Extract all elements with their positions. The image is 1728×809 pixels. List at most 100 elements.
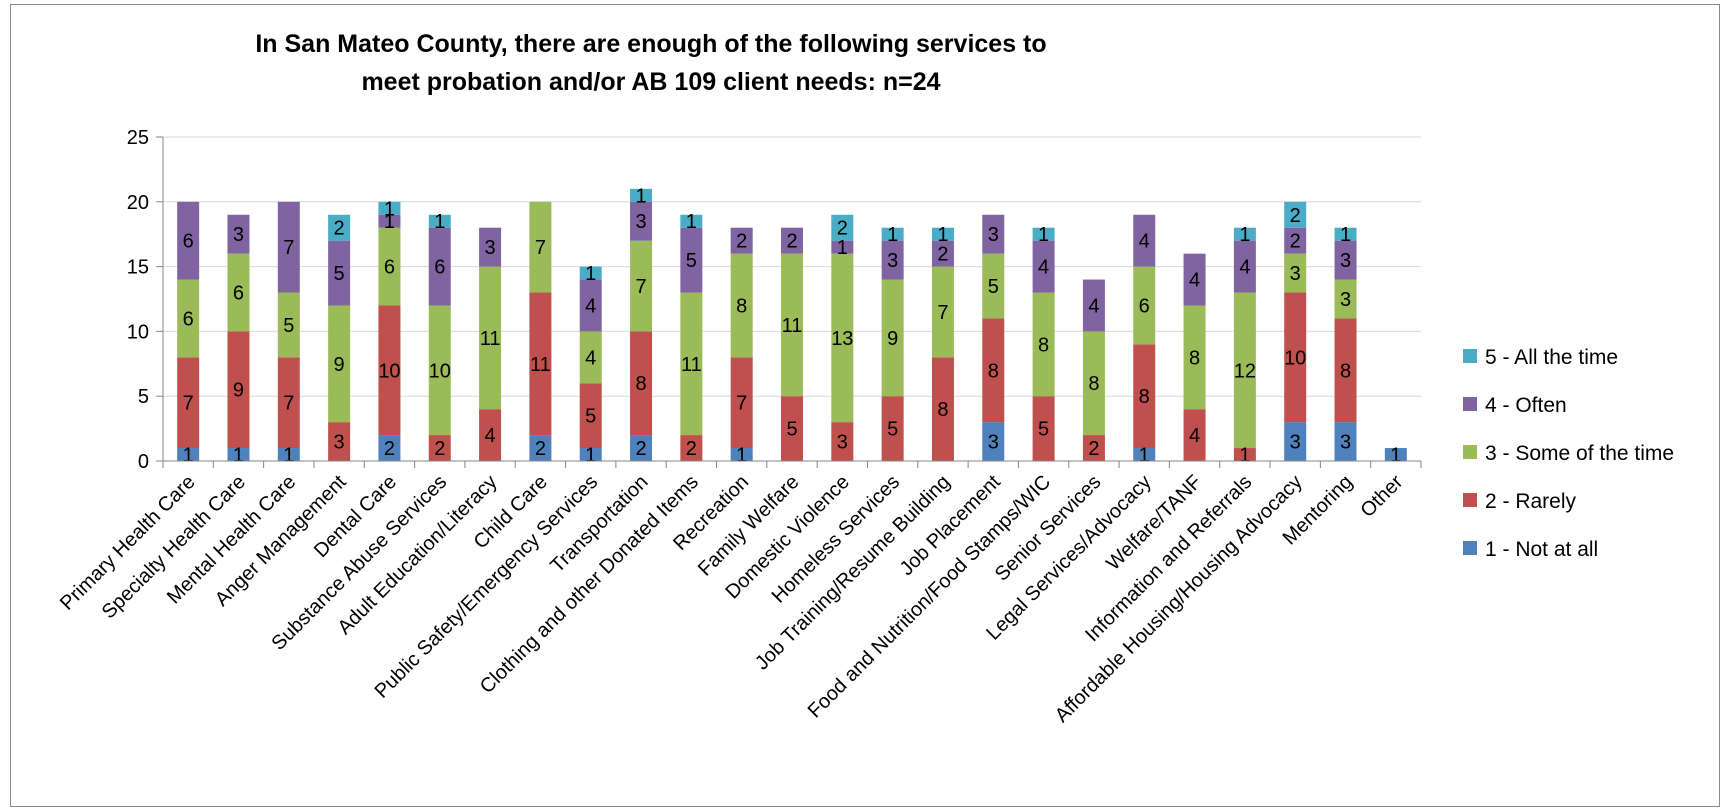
legend-swatch	[1463, 493, 1477, 507]
bar-segment	[1233, 240, 1256, 293]
bar-segment	[931, 357, 954, 461]
data-label: 2	[736, 231, 747, 253]
data-label: 3	[1290, 263, 1301, 285]
bar-segment	[630, 240, 653, 332]
legend-swatch	[1463, 445, 1477, 459]
legend-label: 2 - Rarely	[1485, 490, 1577, 513]
data-label: 11	[530, 354, 551, 376]
bar-segment	[1334, 227, 1357, 241]
data-label: 2	[334, 218, 345, 240]
data-label: 1	[233, 445, 244, 467]
bar-segment	[579, 279, 602, 332]
bar-segment	[1183, 253, 1206, 306]
bar-segment	[982, 318, 1005, 423]
y-axis-ticks: 0 5 10 15 20 25	[127, 127, 163, 473]
y-tick-label: 20	[127, 192, 149, 214]
data-label: 2	[434, 438, 445, 460]
bar-segment	[1082, 331, 1105, 436]
bar-segment	[177, 448, 200, 461]
legend-label: 3 - Some of the time	[1485, 442, 1674, 465]
data-label: 1	[434, 211, 445, 233]
data-label: 2	[837, 218, 848, 240]
data-label: 3	[1340, 250, 1351, 272]
data-label: 3	[988, 224, 999, 246]
bar-segment	[730, 357, 753, 449]
bar-segment	[1284, 292, 1307, 423]
bar-segment	[1183, 305, 1206, 410]
bar-segment	[630, 331, 653, 436]
bar-segment	[982, 253, 1005, 319]
legend-swatch	[1463, 397, 1477, 411]
axes	[162, 137, 1422, 468]
bar-segment	[982, 422, 1005, 461]
bar-segment	[1284, 253, 1307, 293]
bar-segment	[328, 214, 351, 241]
data-label: 1	[635, 185, 646, 207]
bar-segment	[529, 435, 552, 461]
data-label: 6	[1139, 295, 1150, 317]
data-label: 1	[887, 224, 898, 246]
data-label: 3	[837, 432, 848, 454]
bar-segment	[277, 292, 300, 358]
bar-segment	[1133, 344, 1156, 449]
data-label: 3	[988, 432, 999, 454]
data-label: 2	[635, 438, 646, 460]
bar-segment	[781, 396, 803, 461]
data-label: 1	[1139, 445, 1150, 467]
data-label: 4	[1088, 295, 1099, 317]
data-label: 1	[384, 198, 395, 220]
bar-segment	[378, 435, 401, 461]
data-label: 11	[480, 328, 501, 350]
bar-segment	[1133, 214, 1156, 267]
data-label: 1	[1340, 224, 1351, 246]
bar-segment	[1334, 240, 1357, 280]
legend-swatch	[1463, 349, 1477, 363]
x-tick-label: Other	[1356, 471, 1407, 522]
bar-segment	[1133, 448, 1156, 461]
data-label: 1	[585, 263, 596, 285]
data-label: 8	[1088, 373, 1099, 395]
y-tick-label: 5	[138, 386, 149, 408]
data-label: 1	[1390, 445, 1401, 467]
data-label: 4	[1239, 257, 1250, 279]
data-label: 1	[686, 211, 697, 233]
stacked-bar-chart: In San Mateo County, there are enough of…	[56, 30, 1674, 727]
bar-segment	[479, 409, 502, 461]
bar-segment	[428, 435, 451, 461]
bar-segment	[730, 227, 753, 254]
bar-segment	[1284, 422, 1307, 461]
bar-segment	[730, 253, 753, 358]
data-label: 1	[585, 445, 596, 467]
bar-segment	[881, 279, 904, 397]
data-label: 8	[988, 360, 999, 382]
data-label: 12	[1234, 360, 1256, 382]
bar-segment	[479, 227, 502, 267]
bar-segment	[1032, 240, 1055, 293]
bar-segment	[982, 214, 1005, 254]
bar-segment	[881, 396, 904, 461]
bar-segment	[378, 201, 401, 215]
data-label: 2	[686, 438, 697, 460]
bar-segment	[931, 266, 954, 358]
data-label: 1	[736, 445, 747, 467]
bar-segment	[630, 188, 653, 202]
data-label: 4	[1038, 257, 1049, 279]
data-label: 3	[887, 250, 898, 272]
bar-segment	[881, 227, 904, 241]
bar-segment	[479, 266, 502, 410]
bar-segment	[1384, 448, 1407, 461]
data-label: 7	[183, 393, 194, 415]
bar-segment	[529, 201, 552, 293]
data-label: 5	[887, 419, 898, 441]
data-label: 7	[635, 276, 646, 298]
legend-label: 5 - All the time	[1485, 346, 1618, 369]
data-label: 2	[535, 438, 546, 460]
data-label: 8	[736, 295, 747, 317]
chart-title-line-2: meet probation and/or AB 109 client need…	[361, 68, 940, 96]
bar-segment	[177, 279, 200, 358]
data-label: 2	[937, 244, 948, 266]
data-label: 6	[233, 283, 244, 305]
data-label: 5	[283, 315, 294, 337]
legend: 5 - All the time 4 - Often 3 - Some of the…	[1463, 346, 1674, 561]
bar-segment	[1334, 422, 1357, 461]
